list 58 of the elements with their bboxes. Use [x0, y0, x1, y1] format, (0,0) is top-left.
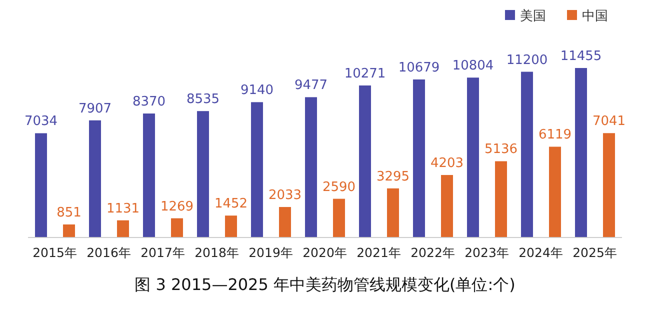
bar [225, 216, 237, 237]
x-tick-label: 2025年 [572, 245, 618, 260]
legend-label: 中国 [582, 9, 608, 24]
x-tick-label: 2018年 [194, 245, 240, 260]
data-label: 4203 [430, 156, 464, 171]
bar [279, 207, 291, 237]
bar [333, 198, 345, 237]
x-tick-label: 2016年 [86, 245, 132, 260]
bar [387, 188, 399, 237]
bar [117, 220, 129, 237]
bar [251, 102, 263, 237]
bar [143, 114, 155, 237]
x-tick-label: 2019年 [248, 245, 294, 260]
bar [413, 79, 425, 237]
bar [495, 161, 507, 237]
data-label: 7041 [592, 114, 626, 130]
x-tick-label: 2021年 [356, 245, 402, 260]
data-label: 10804 [452, 58, 494, 74]
data-label: 8370 [132, 94, 166, 110]
x-tick-label: 2015年 [32, 245, 78, 260]
data-label: 3295 [376, 169, 410, 184]
data-label: 9140 [240, 83, 274, 98]
bar [575, 68, 587, 237]
data-label: 1269 [160, 199, 194, 214]
bar [35, 133, 47, 237]
x-tick-label: 2017年 [140, 245, 186, 260]
data-label: 8535 [186, 92, 220, 108]
data-label: 1452 [214, 196, 248, 212]
legend-label: 美国 [520, 8, 546, 24]
bar [603, 133, 615, 237]
data-label: 10271 [344, 66, 386, 82]
bar [467, 78, 479, 237]
data-label: 2033 [268, 188, 302, 204]
data-label: 11200 [506, 52, 548, 68]
bar [171, 218, 183, 237]
bar [197, 111, 209, 237]
data-label: 1131 [106, 201, 140, 216]
data-label: 5136 [484, 142, 518, 158]
bar [63, 224, 75, 237]
data-label: 851 [56, 205, 82, 220]
x-tick-label: 2023年 [464, 245, 510, 260]
bar [441, 174, 453, 237]
data-label: 7907 [78, 101, 112, 116]
data-label: 10679 [398, 60, 440, 76]
x-tick-label: 2020年 [302, 245, 348, 260]
bar [359, 85, 371, 237]
text: 图 3 2015—2025 年中美药物管线规模变化(单位:个) [134, 275, 516, 294]
bar [549, 146, 561, 237]
x-tick-label: 2022年 [410, 245, 456, 260]
bar [305, 97, 317, 237]
bar [521, 72, 533, 237]
data-label: 7034 [24, 114, 58, 130]
data-label: 6119 [538, 128, 572, 143]
data-label: 9477 [294, 78, 328, 94]
bar [89, 120, 101, 237]
data-label: 11455 [560, 49, 602, 64]
x-tick-label: 2024年 [518, 245, 564, 260]
data-label: 2590 [322, 180, 356, 195]
